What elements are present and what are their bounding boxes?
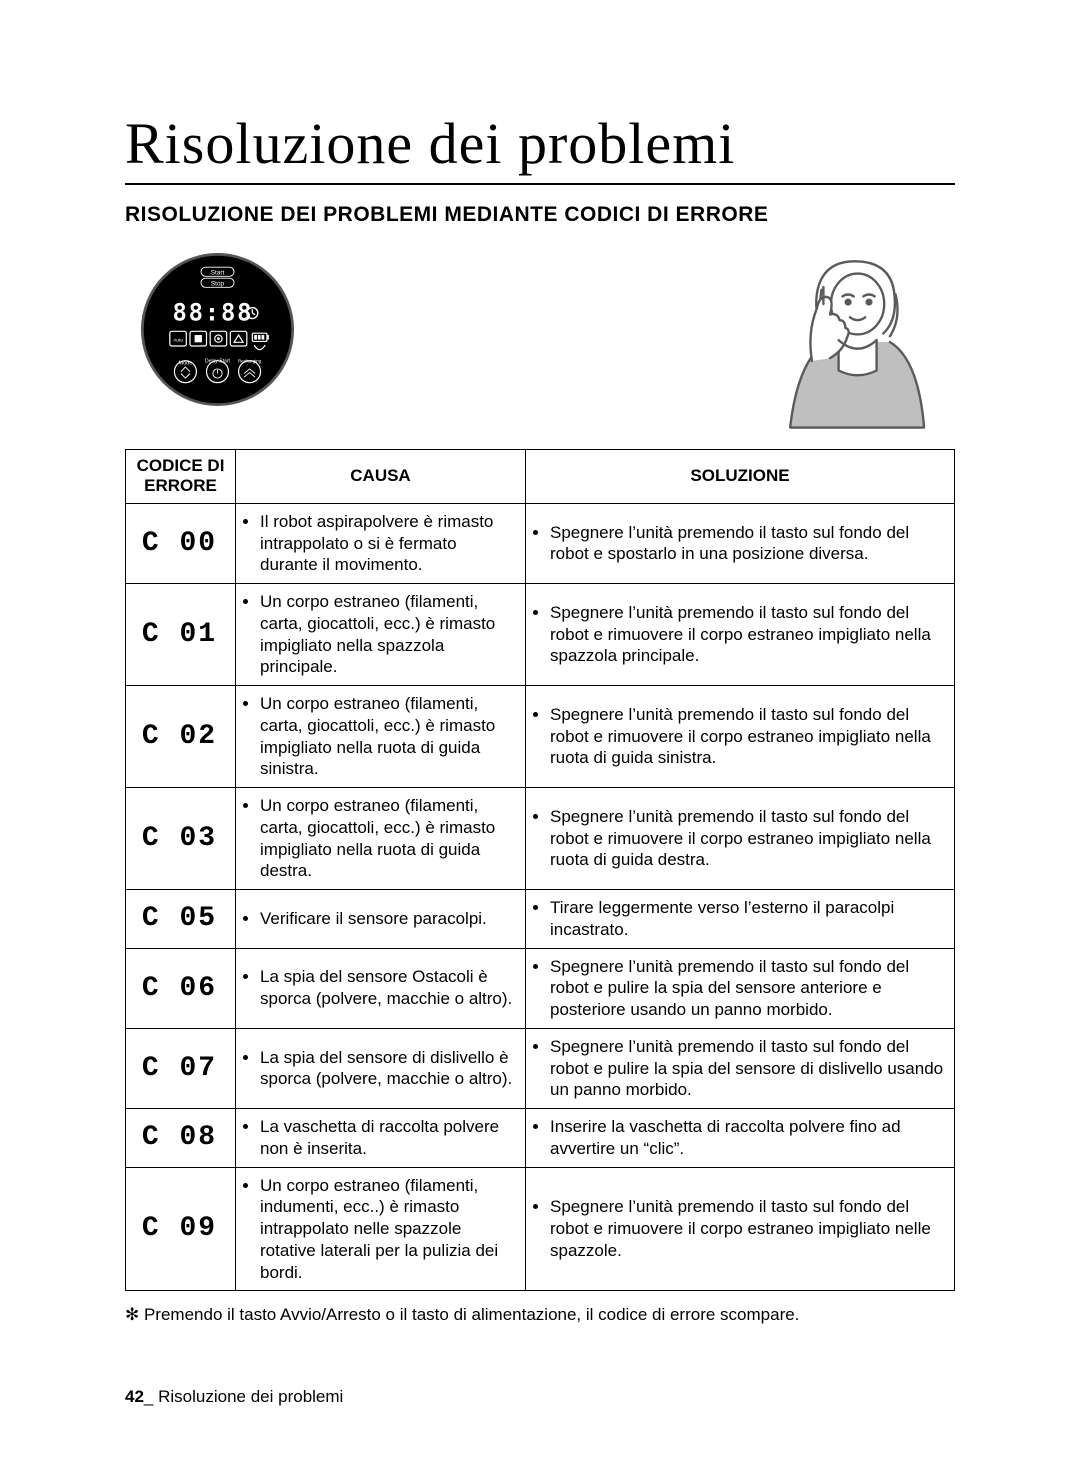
time-display: 88:88 xyxy=(172,298,253,326)
error-cause: Un corpo estraneo (filamenti, carta, gio… xyxy=(236,788,526,890)
error-code-table: CODICE DI ERRORE CAUSA SOLUZIONE C 00 Il… xyxy=(125,449,955,1291)
page-title: Risoluzione dei problemi xyxy=(125,110,955,185)
error-solution: Spegnere l’unità premendo il tasto sul f… xyxy=(526,1167,955,1291)
table-row: C 08 La vaschetta di raccolta polvere no… xyxy=(126,1109,955,1168)
stop-label: Stop xyxy=(211,281,225,288)
header-cause: CAUSA xyxy=(236,450,526,504)
table-body: C 00 Il robot aspirapolvere è rimasto in… xyxy=(126,503,955,1291)
error-solution: Spegnere l’unità premendo il tasto sul f… xyxy=(526,686,955,788)
error-code: C 09 xyxy=(126,1167,236,1291)
error-solution: Spegnere l’unità premendo il tasto sul f… xyxy=(526,948,955,1028)
error-solution: Spegnere l’unità premendo il tasto sul f… xyxy=(526,584,955,686)
table-header-row: CODICE DI ERRORE CAUSA SOLUZIONE xyxy=(126,450,955,504)
error-solution: Spegnere l’unità premendo il tasto sul f… xyxy=(526,503,955,583)
header-solution: SOLUZIONE xyxy=(526,450,955,504)
table-row: C 03 Un corpo estraneo (filamenti, carta… xyxy=(126,788,955,890)
error-code: C 02 xyxy=(126,686,236,788)
assistant-person-icon xyxy=(755,247,945,437)
error-cause: Il robot aspirapolvere è rimasto intrapp… xyxy=(236,503,526,583)
error-cause: Un corpo estraneo (filamenti, carta, gio… xyxy=(236,584,526,686)
error-cause: La vaschetta di raccolta polvere non è i… xyxy=(236,1109,526,1168)
error-code: C 07 xyxy=(126,1028,236,1108)
table-row: C 07 La spia del sensore di dislivello è… xyxy=(126,1028,955,1108)
error-cause: La spia del sensore di dislivello è spor… xyxy=(236,1028,526,1108)
table-row: C 00 Il robot aspirapolvere è rimasto in… xyxy=(126,503,955,583)
start-label: Start xyxy=(211,270,225,277)
table-row: C 06 La spia del sensore Ostacoli è spor… xyxy=(126,948,955,1028)
footnote: ✻ Premendo il tasto Avvio/Arresto o il t… xyxy=(125,1303,955,1327)
recharging-label: Recharging xyxy=(238,359,262,364)
error-code: C 06 xyxy=(126,948,236,1028)
table-row: C 01 Un corpo estraneo (filamenti, carta… xyxy=(126,584,955,686)
error-solution: Tirare leggermente verso l’esterno il pa… xyxy=(526,890,955,949)
error-cause: Verificare il sensore paracolpi. xyxy=(236,890,526,949)
error-cause: La spia del sensore Ostacoli è sporca (p… xyxy=(236,948,526,1028)
table-row: C 02 Un corpo estraneo (filamenti, carta… xyxy=(126,686,955,788)
error-code: C 00 xyxy=(126,503,236,583)
error-code: C 05 xyxy=(126,890,236,949)
illustration-row: Start Stop 88:88 Auto xyxy=(125,247,955,437)
auto-label: Auto xyxy=(173,337,183,342)
page-subtitle: RISOLUZIONE DEI PROBLEMI MEDIANTE CODICI… xyxy=(125,203,955,227)
mode-label: Mode xyxy=(179,360,193,366)
header-code: CODICE DI ERRORE xyxy=(126,450,236,504)
error-cause: Un corpo estraneo (filamenti, indumenti,… xyxy=(236,1167,526,1291)
page-footer: 42_ Risoluzione dei problemi xyxy=(125,1387,955,1407)
robot-display-icon: Start Stop 88:88 Auto xyxy=(135,247,300,412)
page-number: 42 xyxy=(125,1387,144,1406)
delay-label: Delay Start xyxy=(205,359,230,365)
error-code: C 08 xyxy=(126,1109,236,1168)
footer-label: Risoluzione dei problemi xyxy=(158,1387,343,1406)
table-row: C 09 Un corpo estraneo (filamenti, indum… xyxy=(126,1167,955,1291)
error-code: C 03 xyxy=(126,788,236,890)
manual-page: Risoluzione dei problemi RISOLUZIONE DEI… xyxy=(0,0,1080,1467)
error-solution: Spegnere l’unità premendo il tasto sul f… xyxy=(526,1028,955,1108)
error-solution: Spegnere l’unità premendo il tasto sul f… xyxy=(526,788,955,890)
error-code: C 01 xyxy=(126,584,236,686)
error-solution: Inserire la vaschetta di raccolta polver… xyxy=(526,1109,955,1168)
error-cause: Un corpo estraneo (filamenti, carta, gio… xyxy=(236,686,526,788)
table-row: C 05 Verificare il sensore paracolpi. Ti… xyxy=(126,890,955,949)
